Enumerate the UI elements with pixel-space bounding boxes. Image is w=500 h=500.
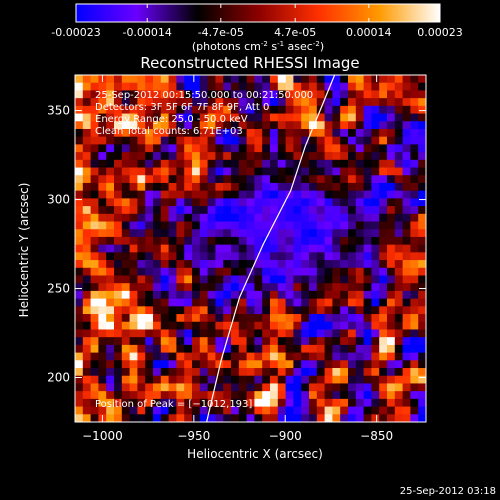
y-tick-label: 200: [47, 371, 70, 385]
colorbar-tick-label: -4.7e-05: [198, 26, 244, 39]
colorbar-tick-label: 0.00023: [417, 26, 463, 39]
colorbar-tick-label: -0.00023: [51, 26, 100, 39]
colorbar: -0.00023 -0.00014 -4.7e-05 4.7e-05 0.00014 0.…: [51, 3, 463, 53]
y-tick-label: 350: [47, 104, 70, 118]
y-axis-label: Heliocentric Y (arcsec): [17, 183, 31, 318]
annotation-time-range: 25-Sep-2012 00:15:50.000 to 00:21:50.000: [95, 90, 313, 101]
solar-limb-curve: [206, 75, 336, 422]
footer-timestamp: 25-Sep-2012 03:18: [400, 486, 496, 497]
y-axis: 200 250 300 350: [47, 104, 426, 385]
annotation-block: 25-Sep-2012 00:15:50.000 to 00:21:50.000…: [95, 90, 313, 137]
colorbar-tick-label: -0.00014: [122, 26, 171, 39]
colorbar-ticks: -0.00023 -0.00014 -4.7e-05 4.7e-05 0.00014 0.…: [51, 4, 463, 39]
x-tick-label: −900: [269, 429, 302, 443]
colorbar-units-label: (photons cm-2 s-1 asec-2): [192, 40, 324, 53]
plot-frame: [74, 74, 427, 423]
annotation-energy-range: Energy Range: 25.0 - 50.0 keV: [95, 114, 248, 125]
colorbar-tick-label: 0.00014: [346, 26, 392, 39]
annotation-counts: Clean Total counts: 6.71E+03: [95, 126, 243, 137]
colorbar-gradient: [75, 3, 441, 23]
x-tick-label: −850: [360, 429, 393, 443]
x-tick-label: −950: [177, 429, 210, 443]
x-tick-label: −1000: [82, 429, 123, 443]
y-tick-label: 250: [47, 282, 70, 296]
peak-position-label: Position of Peak = [−1012,193]: [95, 399, 252, 410]
chart-title: Reconstructed RHESSI Image: [140, 54, 359, 72]
y-tick-label: 300: [47, 193, 70, 207]
x-axis: −1000 −950 −900 −850: [82, 75, 393, 443]
annotation-detectors: Detectors: 3F 5F 6F 7F 8F 9F, Att 0: [95, 102, 269, 113]
colorbar-tick-label: 4.7e-05: [274, 26, 316, 39]
x-axis-label: Heliocentric X (arcsec): [187, 447, 323, 461]
heatmap-image: [75, 75, 426, 422]
